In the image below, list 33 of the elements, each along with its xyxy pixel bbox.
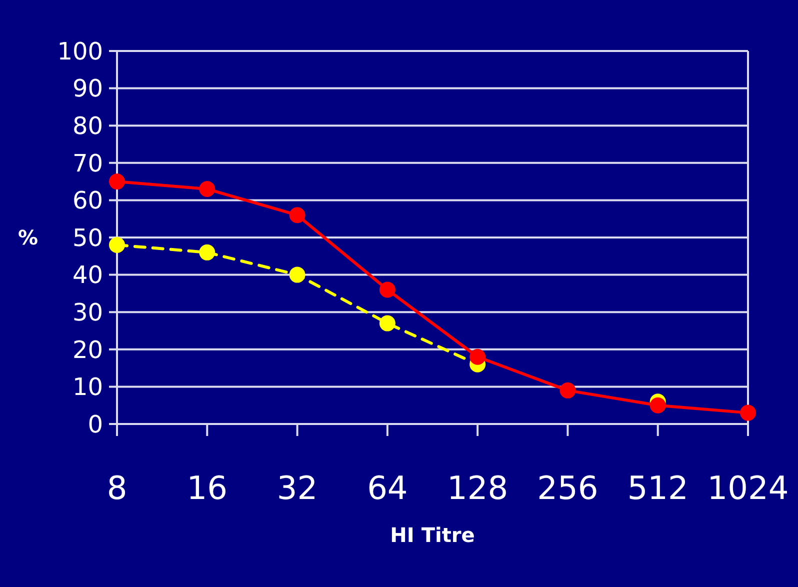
y-tick-label: 90	[72, 74, 103, 103]
x-axis-title: HI Titre	[390, 523, 475, 547]
y-axis-title: %	[18, 226, 38, 250]
x-tick-label: 256	[537, 469, 598, 507]
x-tick-label: 512	[627, 469, 688, 507]
point	[650, 397, 666, 414]
point	[109, 236, 125, 253]
y-tick-label: 60	[72, 186, 103, 215]
x-tick-label: 16	[186, 469, 228, 507]
point	[470, 348, 486, 365]
point	[740, 404, 756, 421]
y-tick-label: 70	[72, 149, 103, 178]
y-tick-label: 20	[72, 336, 103, 364]
x-tick-label: 32	[276, 469, 318, 507]
x-tick-label: 128	[447, 469, 508, 507]
point	[199, 181, 216, 198]
point	[199, 244, 216, 260]
x-tick-label: 8	[106, 469, 128, 507]
y-tick-label: 0	[88, 410, 103, 438]
y-tick-label: 100	[57, 37, 103, 66]
x-tick-label: 1024	[707, 469, 789, 507]
point	[289, 207, 306, 224]
point	[379, 282, 396, 298]
y-tick-label: 10	[72, 373, 103, 402]
y-tick-label: 40	[72, 261, 103, 290]
x-tick-label: 64	[367, 469, 408, 507]
point	[289, 266, 306, 283]
y-tick-label: 30	[72, 298, 103, 326]
y-tick-label: 80	[72, 112, 103, 140]
point	[109, 174, 125, 190]
point	[379, 315, 396, 332]
point	[560, 382, 576, 398]
y-tick-label: 50	[72, 224, 103, 252]
